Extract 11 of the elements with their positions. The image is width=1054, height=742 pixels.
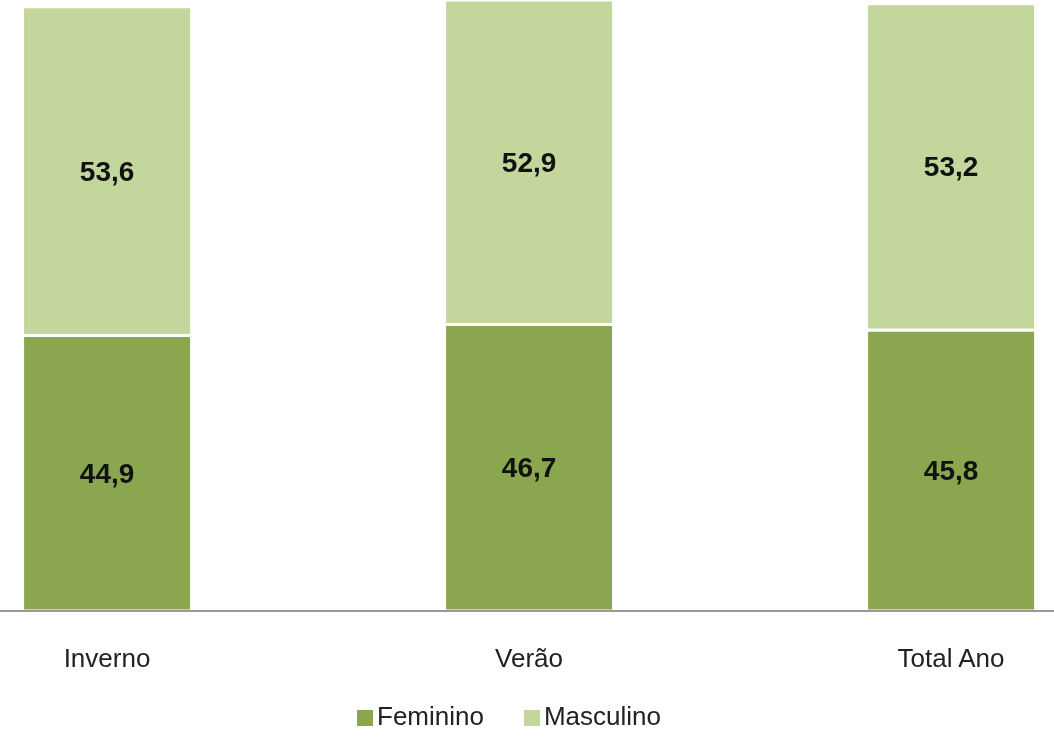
data-label: 53,6 (79, 155, 135, 187)
data-label: 46,7 (501, 452, 557, 484)
x-tick-label: Total Ano (897, 643, 1005, 674)
x-tick-label: Verão (495, 643, 563, 674)
data-label: 52,9 (501, 146, 557, 178)
x-tick-label: Inverno (63, 643, 151, 674)
data-label: 45,8 (923, 455, 979, 487)
legend-label: Feminino (377, 701, 484, 731)
legend-label: Masculino (543, 701, 661, 731)
data-label: 53,2 (923, 151, 979, 183)
data-label: 44,9 (79, 457, 135, 489)
